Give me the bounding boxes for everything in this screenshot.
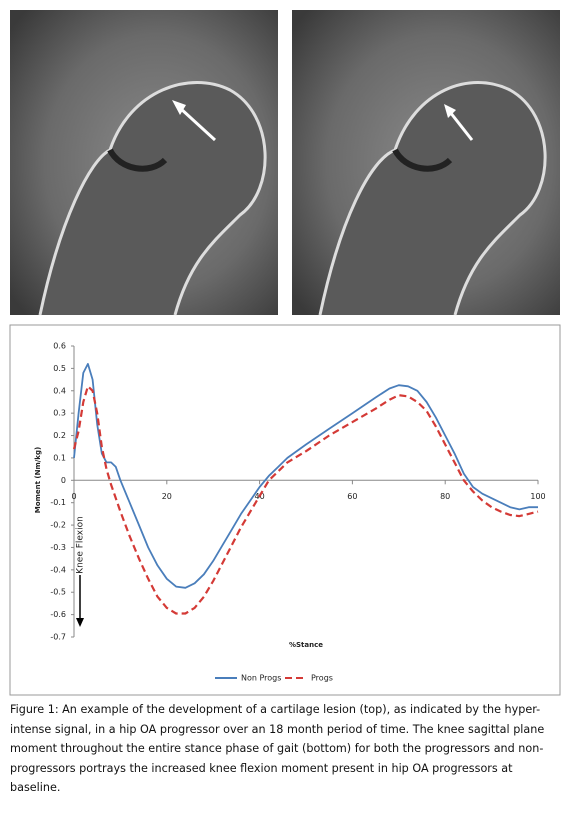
- figure: Moment (Nm/kg) %Stance Knee Flexion -0.7…: [9, 10, 561, 696]
- legend-label: Non Progs: [241, 674, 281, 683]
- series-line: [73, 363, 538, 589]
- annotation-arrowhead: [76, 618, 84, 627]
- y-tick-label: 0: [61, 476, 66, 485]
- x-tick-label: 20: [162, 492, 172, 501]
- y-tick-label: -0.2: [50, 521, 66, 530]
- y-tick-label: 0.6: [53, 342, 66, 351]
- chart-frame: [9, 324, 561, 696]
- y-tick-label: -0.6: [50, 610, 66, 619]
- y-tick-label: -0.7: [50, 633, 66, 642]
- y-tick-label: -0.5: [50, 588, 66, 597]
- caption: Figure 1: An example of the development …: [10, 703, 545, 794]
- y-tick-label: -0.1: [50, 498, 66, 507]
- y-tick-label: 0.2: [53, 431, 66, 440]
- y-axis-title: Moment (Nm/kg): [34, 447, 42, 513]
- x-tick-label: 100: [530, 492, 545, 501]
- x-tick-label: 60: [347, 492, 357, 501]
- mri-image-right: [292, 10, 560, 316]
- plot: Moment (Nm/kg) %Stance Knee Flexion -0.7…: [34, 342, 546, 683]
- y-tick-label: 0.5: [53, 364, 66, 373]
- annotation: Knee Flexion: [76, 516, 86, 574]
- series-line: [72, 385, 539, 615]
- legend-label: Progs: [311, 674, 333, 683]
- x-tick-label: 0: [71, 492, 76, 501]
- y-tick-label: 0.4: [53, 386, 66, 395]
- y-tick-label: -0.4: [50, 565, 66, 574]
- y-tick-label: 0.1: [53, 453, 66, 462]
- y-tick-label: -0.3: [50, 543, 66, 552]
- x-axis-title: %Stance: [289, 641, 323, 649]
- x-tick-label: 80: [440, 492, 450, 501]
- y-tick-label: 0.3: [53, 409, 66, 418]
- mri-image-left: [10, 10, 278, 316]
